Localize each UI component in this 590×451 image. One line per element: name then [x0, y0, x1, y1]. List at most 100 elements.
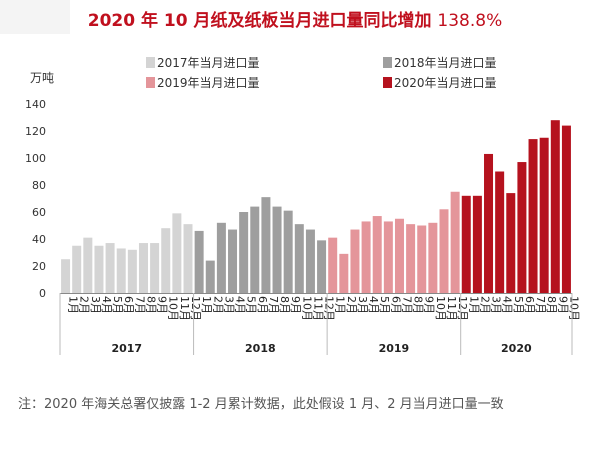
y-tick-label: 60 [32, 206, 46, 219]
bar [305, 229, 315, 293]
bar [372, 216, 382, 293]
x-tick-label: 11月 [445, 296, 458, 321]
bar [484, 153, 494, 293]
bar [339, 253, 349, 293]
x-tick-label: 3月 [490, 296, 503, 314]
x-tick-label: 5月 [512, 296, 525, 314]
x-tick-label: 6月 [256, 296, 269, 314]
y-tick-label: 140 [25, 98, 46, 111]
x-tick-label: 2月 [78, 296, 91, 314]
bar [539, 137, 549, 293]
bar [428, 222, 438, 293]
x-tick-label: 7月 [400, 296, 413, 314]
x-tick-label: 12月 [323, 296, 336, 321]
bar [116, 248, 126, 293]
x-tick-label: 1月 [334, 296, 347, 314]
x-tick-label: 2月 [211, 296, 224, 314]
x-tick-label: 12月 [456, 296, 469, 321]
y-tick-label: 0 [39, 287, 46, 300]
bar [439, 209, 449, 293]
bar [127, 249, 137, 293]
x-tick-label: 3月 [222, 296, 235, 314]
legend-swatch [383, 57, 392, 68]
x-tick-label: 2月 [345, 296, 358, 314]
bar [194, 230, 204, 293]
x-tick-label: 8月 [144, 296, 157, 314]
bar [61, 259, 71, 293]
footnote: 注：2020 年海关总署仅披露 1-2 月累计数据，此处假设 1 月、2 月当月… [18, 397, 504, 412]
x-tick-label: 10月 [567, 296, 580, 321]
y-axis-unit-label: 万吨 [30, 71, 54, 85]
bar [105, 243, 115, 293]
x-tick-label: 10月 [167, 296, 180, 321]
year-group-label: 2017 [111, 342, 142, 355]
year-group-label: 2019 [379, 342, 410, 355]
import-volume-bar-chart: 万吨 0 20 40 60 80 100 120 140 2017年当月进口量 2018年当月进口量… [25, 56, 580, 355]
legend-label: 2020年当月进口量 [394, 76, 497, 90]
bar [161, 228, 171, 293]
x-tick-label: 9月 [423, 296, 436, 314]
bar [72, 245, 82, 293]
year-group-label: 2020 [501, 342, 532, 355]
legend-label: 2019年当月进口量 [157, 76, 260, 90]
bar [528, 139, 538, 293]
chart-title: 2020 年 10 月纸及纸板当月进口量同比增加 138.8% [0, 6, 590, 31]
x-tick-label: 1月 [200, 296, 213, 314]
bar [461, 195, 471, 293]
bar [172, 213, 182, 293]
bar [517, 162, 527, 293]
legend-label: 2018年当月进口量 [394, 56, 497, 70]
chart-title-text: 2020 年 10 月纸及纸板当月进口量同比增加 [87, 11, 432, 31]
x-tick-label: 7月 [133, 296, 146, 314]
bar [250, 206, 260, 293]
bar [550, 120, 560, 293]
x-tick-label: 5月 [378, 296, 391, 314]
x-tick-label: 9月 [156, 296, 169, 314]
x-tick-label: 12月 [189, 296, 202, 321]
bar [417, 225, 427, 293]
chart-title-percent: 138.8% [437, 11, 503, 31]
bar [383, 221, 393, 293]
bar [205, 260, 215, 293]
x-tick-label: 10月 [300, 296, 313, 321]
legend-label: 2017年当月进口量 [157, 56, 260, 70]
x-tick-label: 8月 [545, 296, 558, 314]
x-tick-label: 7月 [267, 296, 280, 314]
y-tick-label: 100 [25, 152, 46, 165]
bar [216, 222, 226, 293]
bar [450, 191, 460, 293]
x-tick-label: 8月 [278, 296, 291, 314]
x-tick-label: 6月 [122, 296, 135, 314]
x-tick-label: 3月 [89, 296, 102, 314]
legend-swatch [146, 57, 155, 68]
x-tick-label: 2月 [478, 296, 491, 314]
y-tick-label: 20 [32, 260, 46, 273]
x-tick-label: 6月 [389, 296, 402, 314]
bar [406, 224, 416, 293]
x-tick-label: 6月 [523, 296, 536, 314]
x-tick-label: 4月 [501, 296, 514, 314]
bar [150, 243, 160, 293]
y-tick-label: 80 [32, 179, 46, 192]
bar [394, 218, 404, 293]
x-tick-label: 8月 [412, 296, 425, 314]
bar [83, 237, 93, 293]
bar [328, 237, 338, 293]
bar [506, 193, 516, 293]
x-tick-label: 10月 [434, 296, 447, 321]
legend-swatch [146, 77, 155, 88]
x-tick-label: 11月 [178, 296, 191, 321]
x-tick-label: 5月 [245, 296, 258, 314]
year-group-label: 2018 [245, 342, 276, 355]
legend-swatch [383, 77, 392, 88]
bar [228, 229, 238, 293]
x-tick-label: 5月 [111, 296, 124, 314]
bar [561, 125, 571, 293]
blurred-corner-patch [0, 0, 70, 34]
bar [317, 240, 327, 293]
bar [495, 171, 505, 293]
bar [261, 197, 271, 293]
bar [183, 224, 193, 293]
bar [272, 206, 282, 293]
x-tick-label: 3月 [356, 296, 369, 314]
